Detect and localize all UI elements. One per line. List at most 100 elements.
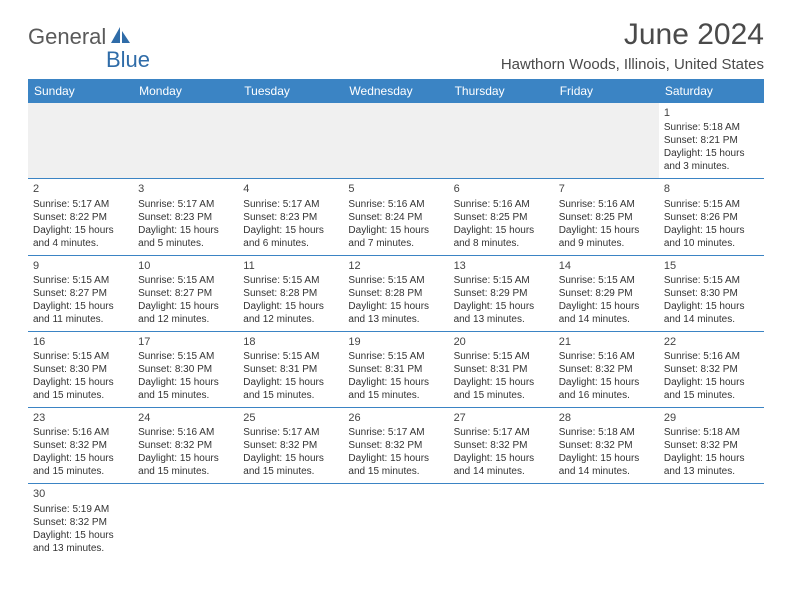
day-info: Sunrise: 5:18 AMSunset: 8:32 PMDaylight:… (559, 426, 654, 478)
calendar-cell (28, 103, 133, 179)
calendar-cell: 27Sunrise: 5:17 AMSunset: 8:32 PMDayligh… (449, 408, 554, 484)
calendar-cell: 6 Sunrise: 5:16 AMSunset: 8:25 PMDaylight… (449, 179, 554, 255)
calendar-cell: 19Sunrise: 5:15 AMSunset: 8:31 PMDayligh… (343, 331, 448, 407)
calendar-cell: 25Sunrise: 5:17 AMSunset: 8:32 PMDayligh… (238, 408, 343, 484)
calendar-cell: 1Sunrise: 5:18 AMSunset: 8:21 PMDaylight… (659, 103, 764, 179)
day-number: 7 (559, 182, 654, 196)
calendar-cell: 14Sunrise: 5:15 AMSunset: 8:29 PMDayligh… (554, 255, 659, 331)
calendar-row: 30Sunrise: 5:19 AMSunset: 8:32 PMDayligh… (28, 484, 764, 560)
calendar-cell (238, 484, 343, 560)
day-info: Sunrise: 5:15 AMSunset: 8:30 PMDaylight:… (33, 350, 128, 402)
day-number: 13 (454, 259, 549, 273)
day-number: 3 (138, 182, 233, 196)
day-info: Sunrise: 5:16 AMSunset: 8:25 PMDaylight:… (559, 198, 654, 250)
day-number: 1 (664, 106, 759, 120)
day-info: Sunrise: 5:15 AMSunset: 8:27 PMDaylight:… (33, 274, 128, 326)
calendar-body: 1Sunrise: 5:18 AMSunset: 8:21 PMDaylight… (28, 103, 764, 560)
calendar-cell: 10Sunrise: 5:15 AMSunset: 8:27 PMDayligh… (133, 255, 238, 331)
calendar-row: 1Sunrise: 5:18 AMSunset: 8:21 PMDaylight… (28, 103, 764, 179)
weekday-header: Thursday (449, 79, 554, 103)
calendar-cell: 8Sunrise: 5:15 AMSunset: 8:26 PMDaylight… (659, 179, 764, 255)
day-number: 19 (348, 335, 443, 349)
day-number: 17 (138, 335, 233, 349)
calendar-cell: 20Sunrise: 5:15 AMSunset: 8:31 PMDayligh… (449, 331, 554, 407)
calendar-cell (133, 484, 238, 560)
calendar-cell: 9Sunrise: 5:15 AMSunset: 8:27 PMDaylight… (28, 255, 133, 331)
calendar-row: 9Sunrise: 5:15 AMSunset: 8:27 PMDaylight… (28, 255, 764, 331)
day-number: 12 (348, 259, 443, 273)
weekday-header: Sunday (28, 79, 133, 103)
location: Hawthorn Woods, Illinois, United States (501, 56, 764, 73)
calendar-cell: 7 Sunrise: 5:16 AMSunset: 8:25 PMDaylight… (554, 179, 659, 255)
calendar-cell: 5 Sunrise: 5:16 AMSunset: 8:24 PMDaylight… (343, 179, 448, 255)
day-number: 8 (664, 182, 759, 196)
day-number: 18 (243, 335, 338, 349)
day-number: 25 (243, 411, 338, 425)
calendar-cell: 29Sunrise: 5:18 AMSunset: 8:32 PMDayligh… (659, 408, 764, 484)
day-number: 10 (138, 259, 233, 273)
day-info: Sunrise: 5:18 AMSunset: 8:21 PMDaylight:… (664, 121, 759, 173)
calendar-cell (554, 103, 659, 179)
day-info: Sunrise: 5:16 AMSunset: 8:25 PMDaylight:… (454, 198, 549, 250)
day-info: Sunrise: 5:17 AMSunset: 8:23 PMDaylight:… (243, 198, 338, 250)
calendar-cell (449, 484, 554, 560)
day-info: Sunrise: 5:15 AMSunset: 8:30 PMDaylight:… (664, 274, 759, 326)
day-info: Sunrise: 5:15 AMSunset: 8:28 PMDaylight:… (348, 274, 443, 326)
calendar-cell: 15Sunrise: 5:15 AMSunset: 8:30 PMDayligh… (659, 255, 764, 331)
calendar-cell: 30Sunrise: 5:19 AMSunset: 8:32 PMDayligh… (28, 484, 133, 560)
day-number: 11 (243, 259, 338, 273)
day-info: Sunrise: 5:15 AMSunset: 8:27 PMDaylight:… (138, 274, 233, 326)
sail-icon (110, 25, 132, 50)
day-number: 20 (454, 335, 549, 349)
day-number: 15 (664, 259, 759, 273)
day-number: 21 (559, 335, 654, 349)
day-number: 23 (33, 411, 128, 425)
day-info: Sunrise: 5:18 AMSunset: 8:32 PMDaylight:… (664, 426, 759, 478)
day-info: Sunrise: 5:17 AMSunset: 8:32 PMDaylight:… (348, 426, 443, 478)
calendar-row: 23Sunrise: 5:16 AMSunset: 8:32 PMDayligh… (28, 408, 764, 484)
day-info: Sunrise: 5:16 AMSunset: 8:24 PMDaylight:… (348, 198, 443, 250)
calendar-cell: 3 Sunrise: 5:17 AMSunset: 8:23 PMDaylight… (133, 179, 238, 255)
calendar-cell: 16Sunrise: 5:15 AMSunset: 8:30 PMDayligh… (28, 331, 133, 407)
day-info: Sunrise: 5:15 AMSunset: 8:30 PMDaylight:… (138, 350, 233, 402)
weekday-header: Saturday (659, 79, 764, 103)
weekday-header: Monday (133, 79, 238, 103)
title-block: June 2024 Hawthorn Woods, Illinois, Unit… (501, 18, 764, 73)
calendar-cell (449, 103, 554, 179)
day-number: 14 (559, 259, 654, 273)
day-number: 5 (348, 182, 443, 196)
day-info: Sunrise: 5:15 AMSunset: 8:29 PMDaylight:… (454, 274, 549, 326)
day-info: Sunrise: 5:16 AMSunset: 8:32 PMDaylight:… (664, 350, 759, 402)
day-number: 29 (664, 411, 759, 425)
day-info: Sunrise: 5:15 AMSunset: 8:31 PMDaylight:… (348, 350, 443, 402)
day-info: Sunrise: 5:16 AMSunset: 8:32 PMDaylight:… (33, 426, 128, 478)
month-title: June 2024 (501, 18, 764, 52)
day-info: Sunrise: 5:15 AMSunset: 8:31 PMDaylight:… (454, 350, 549, 402)
day-info: Sunrise: 5:15 AMSunset: 8:28 PMDaylight:… (243, 274, 338, 326)
weekday-header: Tuesday (238, 79, 343, 103)
calendar-cell (343, 484, 448, 560)
day-info: Sunrise: 5:16 AMSunset: 8:32 PMDaylight:… (559, 350, 654, 402)
day-number: 4 (243, 182, 338, 196)
calendar-cell: 17Sunrise: 5:15 AMSunset: 8:30 PMDayligh… (133, 331, 238, 407)
calendar-row: 2Sunrise: 5:17 AMSunset: 8:22 PMDaylight… (28, 179, 764, 255)
day-info: Sunrise: 5:17 AMSunset: 8:32 PMDaylight:… (454, 426, 549, 478)
calendar-cell: 2Sunrise: 5:17 AMSunset: 8:22 PMDaylight… (28, 179, 133, 255)
day-number: 16 (33, 335, 128, 349)
calendar-cell (133, 103, 238, 179)
calendar-cell: 21Sunrise: 5:16 AMSunset: 8:32 PMDayligh… (554, 331, 659, 407)
day-info: Sunrise: 5:16 AMSunset: 8:32 PMDaylight:… (138, 426, 233, 478)
day-number: 26 (348, 411, 443, 425)
day-number: 24 (138, 411, 233, 425)
day-info: Sunrise: 5:17 AMSunset: 8:22 PMDaylight:… (33, 198, 128, 250)
logo-text-sub: Blue (106, 47, 150, 73)
day-number: 6 (454, 182, 549, 196)
logo-text-main: General (28, 24, 106, 50)
day-number: 30 (33, 487, 128, 501)
day-number: 9 (33, 259, 128, 273)
calendar-cell: 22Sunrise: 5:16 AMSunset: 8:32 PMDayligh… (659, 331, 764, 407)
calendar-cell: 26Sunrise: 5:17 AMSunset: 8:32 PMDayligh… (343, 408, 448, 484)
day-info: Sunrise: 5:17 AMSunset: 8:23 PMDaylight:… (138, 198, 233, 250)
calendar-cell: 4 Sunrise: 5:17 AMSunset: 8:23 PMDaylight… (238, 179, 343, 255)
day-info: Sunrise: 5:15 AMSunset: 8:31 PMDaylight:… (243, 350, 338, 402)
